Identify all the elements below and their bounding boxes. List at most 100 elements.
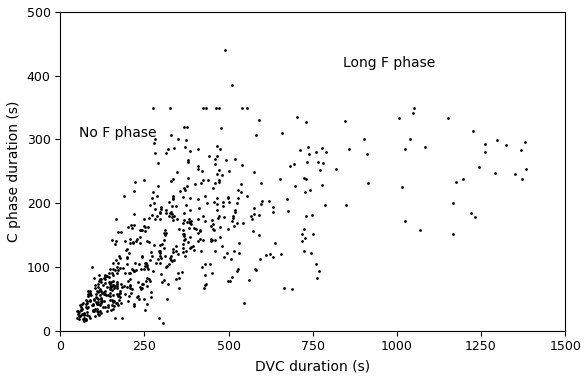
Point	[207, 238, 216, 244]
Point	[166, 178, 176, 184]
Point	[88, 264, 97, 270]
Point	[106, 307, 115, 313]
Point	[85, 291, 95, 297]
Point	[141, 307, 150, 313]
Point	[103, 302, 113, 308]
Point	[136, 266, 146, 272]
Point	[82, 312, 92, 318]
Point	[165, 209, 175, 215]
Point	[91, 285, 100, 291]
Point	[126, 222, 135, 228]
Point	[111, 216, 121, 222]
Point	[91, 314, 100, 320]
Point	[228, 215, 238, 221]
Point	[83, 293, 92, 299]
Point	[86, 315, 95, 321]
Point	[129, 268, 138, 274]
Point	[258, 198, 267, 204]
Point	[76, 307, 86, 313]
Point	[301, 176, 310, 182]
Point	[108, 287, 117, 293]
Point	[129, 211, 138, 217]
Point	[179, 185, 189, 191]
Point	[73, 311, 82, 317]
Point	[138, 281, 147, 287]
Point	[249, 169, 259, 175]
Point	[207, 270, 216, 276]
Point	[102, 273, 111, 279]
Point	[228, 218, 237, 224]
Point	[239, 220, 248, 226]
Point	[285, 163, 295, 169]
Point	[109, 298, 119, 304]
Point	[116, 229, 125, 235]
Point	[122, 284, 132, 290]
Point	[233, 187, 242, 193]
Point	[123, 298, 132, 304]
Point	[125, 236, 135, 242]
Point	[195, 236, 205, 242]
Point	[80, 311, 89, 317]
Point	[215, 146, 225, 152]
Point	[458, 176, 467, 182]
Point	[136, 286, 145, 292]
Point	[129, 188, 139, 194]
Point	[115, 255, 124, 261]
Point	[173, 136, 183, 142]
Point	[196, 248, 206, 254]
Point	[112, 281, 122, 287]
Point	[305, 151, 314, 157]
Point	[206, 223, 216, 229]
Point	[139, 223, 148, 229]
Point	[129, 301, 139, 307]
Point	[122, 261, 132, 267]
Point	[153, 160, 162, 166]
Point	[74, 307, 83, 314]
Point	[415, 227, 425, 233]
Point	[112, 283, 121, 289]
Point	[155, 253, 165, 259]
Point	[141, 263, 150, 269]
Point	[96, 296, 106, 302]
Point	[99, 282, 108, 288]
Point	[163, 146, 173, 152]
Point	[108, 266, 117, 272]
Point	[149, 105, 158, 111]
Point	[491, 170, 500, 176]
Point	[315, 166, 325, 173]
Point	[146, 249, 155, 255]
Point	[118, 265, 128, 271]
Point	[180, 236, 189, 242]
Point	[81, 304, 91, 310]
Point	[162, 296, 172, 302]
Point	[311, 149, 320, 155]
Point	[115, 294, 125, 301]
Point	[155, 248, 165, 254]
Point	[125, 282, 134, 288]
Point	[256, 256, 265, 262]
Point	[300, 189, 310, 195]
Point	[306, 250, 316, 256]
Point	[218, 203, 228, 209]
Point	[161, 230, 171, 236]
Point	[217, 125, 226, 131]
Point	[224, 199, 233, 205]
Point	[95, 312, 104, 318]
Point	[101, 273, 110, 279]
Point	[109, 303, 118, 309]
Point	[218, 172, 227, 178]
Point	[151, 206, 160, 212]
Point	[168, 195, 178, 201]
Point	[183, 159, 193, 165]
Point	[265, 198, 274, 204]
Point	[162, 150, 171, 157]
Point	[84, 313, 93, 319]
Point	[318, 182, 327, 188]
Point	[168, 196, 178, 202]
Point	[189, 247, 199, 253]
Point	[79, 312, 88, 318]
Point	[149, 200, 159, 206]
Point	[82, 309, 92, 315]
Point	[112, 285, 122, 291]
Point	[143, 224, 153, 230]
